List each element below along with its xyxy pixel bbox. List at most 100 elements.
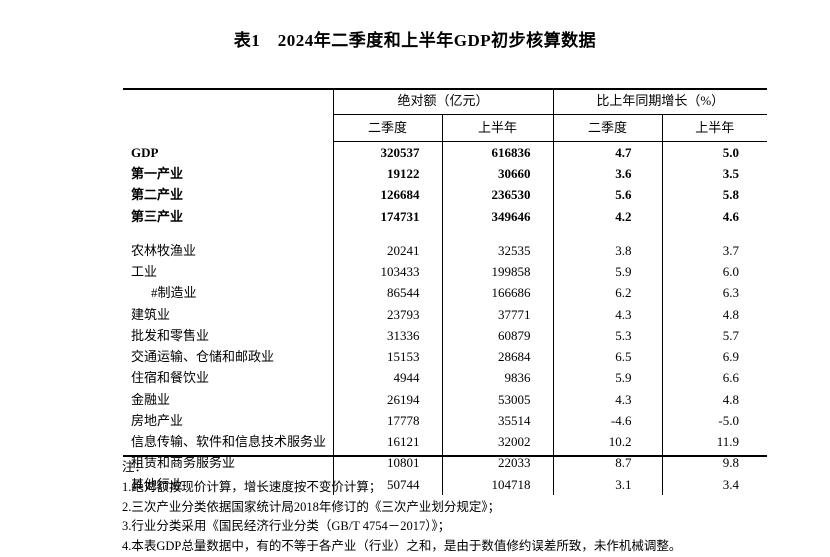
cell-growth-q2: -4.6 bbox=[552, 409, 663, 432]
note-item-2: 2.三次产业分类依据国家统计局2018年修订的《三次产业划分规定》； bbox=[122, 499, 501, 514]
note-item-1: 1.绝对额按现价计算，增长速度按不变价计算； bbox=[122, 479, 382, 494]
row-label: #制造业 bbox=[151, 285, 197, 301]
table-row: 交通运输、仓储和邮政业 15153 28684 6.5 6.9 bbox=[123, 346, 768, 368]
row-label: 批发和零售业 bbox=[131, 327, 210, 343]
table-row: 租赁和商务服务业 10801 22033 8.7 9.8 bbox=[123, 452, 768, 474]
header-growth-q2: 二季度 bbox=[552, 114, 663, 142]
table-row: 金融业 26194 53005 4.3 4.8 bbox=[123, 388, 768, 410]
cell-growth-q2: 4.3 bbox=[552, 388, 663, 410]
cell-absolute-h1: 199858 bbox=[441, 261, 554, 283]
cell-absolute-q2: 174731 bbox=[332, 205, 442, 227]
cell-growth-h1: 4.8 bbox=[661, 388, 768, 410]
row-label: 租赁和商务服务业 bbox=[131, 455, 236, 471]
row-label: 农林牧渔业 bbox=[131, 242, 197, 258]
gdp-table: 绝对额（亿元） 比上年同期增长（%） 二季度 上半年 二季度 上半年 GDP 32… bbox=[123, 88, 768, 495]
cell-absolute-q2: 15153 bbox=[332, 346, 442, 368]
note-item-4: 4.本表GDP总量数据中，有的不等于各产业（行业）之和，是由于数值修约误差所致，… bbox=[122, 539, 682, 553]
cell-absolute-q2: 20241 bbox=[332, 239, 442, 262]
page-title: 表1 2024年二季度和上半年GDP初步核算数据 bbox=[233, 31, 597, 50]
row-label: 第三产业 bbox=[131, 208, 184, 224]
cell-absolute-h1: 35514 bbox=[441, 409, 554, 432]
table-row: 房地产业 17778 35514 -4.6 -5.0 bbox=[123, 409, 768, 432]
cell-growth-q2: 5.6 bbox=[552, 184, 663, 206]
cell-absolute-h1: 60879 bbox=[441, 324, 554, 347]
cell-growth-q2: 3.1 bbox=[552, 473, 663, 495]
table-bottom-rule bbox=[123, 455, 767, 457]
cell-absolute-q2: 50744 bbox=[332, 473, 442, 495]
cell-growth-h1: 5.7 bbox=[661, 324, 768, 347]
cell-absolute-q2: 103433 bbox=[332, 261, 442, 283]
table-body: GDP 320537 616836 4.7 5.0 第一产业 19122 30660 3.6 3.… bbox=[123, 142, 768, 495]
cell-absolute-q2: 26194 bbox=[332, 388, 442, 410]
cell-absolute-q2: 19122 bbox=[332, 163, 442, 185]
cell-growth-q2: 6.5 bbox=[552, 346, 663, 368]
cell-growth-q2: 10.2 bbox=[552, 431, 663, 453]
cell-growth-h1: 4.6 bbox=[661, 205, 768, 227]
notes-heading: 注： bbox=[122, 460, 148, 474]
row-label: 工业 bbox=[131, 264, 158, 280]
cell-absolute-q2: 86544 bbox=[332, 282, 442, 304]
cell-absolute-h1: 616836 bbox=[441, 142, 554, 164]
table-row: 其他行业 50744 104718 3.1 3.4 bbox=[123, 473, 768, 495]
cell-absolute-q2: 17778 bbox=[332, 409, 442, 432]
cell-growth-q2: 5.9 bbox=[552, 367, 663, 389]
table-header-group-row: 绝对额（亿元） 比上年同期增长（%） bbox=[123, 88, 768, 115]
cell-absolute-h1: 104718 bbox=[441, 473, 554, 495]
cell-absolute-q2: 320537 bbox=[332, 142, 442, 164]
cell-absolute-q2: 23793 bbox=[332, 303, 442, 325]
cell-absolute-h1: 32002 bbox=[441, 431, 554, 453]
row-label: 其他行业 bbox=[131, 476, 184, 492]
table-spacer-row bbox=[123, 226, 768, 240]
cell-growth-h1: 6.0 bbox=[661, 261, 768, 283]
cell-growth-h1: 3.5 bbox=[661, 163, 768, 185]
cell-absolute-h1: 30660 bbox=[441, 163, 554, 185]
cell-growth-q2: 5.9 bbox=[552, 261, 663, 283]
note-item-3: 3.行业分类采用《国民经济行业分类（GB/T 4754－2017）》； bbox=[122, 519, 451, 534]
row-label: 第二产业 bbox=[131, 187, 184, 203]
cell-growth-q2: 4.2 bbox=[552, 205, 663, 227]
cell-growth-h1: 6.6 bbox=[661, 367, 768, 389]
header-growth-h1: 上半年 bbox=[661, 114, 768, 142]
cell-absolute-h1: 53005 bbox=[441, 388, 554, 410]
cell-absolute-q2: 31336 bbox=[332, 324, 442, 347]
table-row: 信息传输、软件和信息技术服务业 16121 32002 10.2 11.9 bbox=[123, 431, 768, 453]
cell-absolute-h1: 32535 bbox=[441, 239, 554, 262]
row-label: 交通运输、仓储和邮政业 bbox=[131, 349, 275, 365]
row-label: 第一产业 bbox=[131, 166, 184, 182]
table-row: 住宿和餐饮业 4944 9836 5.9 6.6 bbox=[123, 367, 768, 389]
row-label: 建筑业 bbox=[131, 306, 171, 322]
cell-growth-h1: 4.8 bbox=[661, 303, 768, 325]
table-row: 批发和零售业 31336 60879 5.3 5.7 bbox=[123, 324, 768, 347]
table-notes: 注： 1.绝对额按现价计算，增长速度按不变价计算； 2.三次产业分类依据国家统计… bbox=[122, 458, 822, 557]
table-row: GDP 320537 616836 4.7 5.0 bbox=[123, 142, 768, 164]
cell-growth-h1: 6.9 bbox=[661, 346, 768, 368]
cell-absolute-q2: 16121 bbox=[332, 431, 442, 453]
cell-growth-h1: -5.0 bbox=[661, 409, 768, 432]
cell-growth-q2: 4.3 bbox=[552, 303, 663, 325]
header-abs-q2: 二季度 bbox=[332, 114, 442, 142]
header-abs-h1: 上半年 bbox=[441, 114, 554, 142]
table-row: 第三产业 174731 349646 4.2 4.6 bbox=[123, 205, 768, 227]
cell-growth-q2: 8.7 bbox=[552, 452, 663, 474]
table-row: 工业 103433 199858 5.9 6.0 bbox=[123, 261, 768, 283]
header-group-growth: 比上年同期增长（%） bbox=[552, 88, 768, 115]
cell-absolute-h1: 236530 bbox=[441, 184, 554, 206]
cell-absolute-q2: 126684 bbox=[332, 184, 442, 206]
table-row: 农林牧渔业 20241 32535 3.8 3.7 bbox=[123, 239, 768, 262]
row-label: 住宿和餐饮业 bbox=[131, 370, 210, 386]
cell-absolute-q2: 4944 bbox=[332, 367, 442, 389]
cell-absolute-h1: 166686 bbox=[441, 282, 554, 304]
row-label: GDP bbox=[131, 145, 159, 160]
header-group-absolute: 绝对额（亿元） bbox=[332, 88, 554, 115]
cell-growth-q2: 6.2 bbox=[552, 282, 663, 304]
cell-growth-h1: 6.3 bbox=[661, 282, 768, 304]
table-header: 绝对额（亿元） 比上年同期增长（%） 二季度 上半年 二季度 上半年 bbox=[123, 88, 768, 142]
table-row: #制造业 86544 166686 6.2 6.3 bbox=[123, 282, 768, 304]
cell-growth-h1: 5.8 bbox=[661, 184, 768, 206]
cell-growth-h1: 9.8 bbox=[661, 452, 768, 474]
table-header-sub-row: 二季度 上半年 二季度 上半年 bbox=[123, 114, 768, 142]
cell-absolute-h1: 37771 bbox=[441, 303, 554, 325]
table-row: 第一产业 19122 30660 3.6 3.5 bbox=[123, 163, 768, 185]
cell-growth-q2: 4.7 bbox=[552, 142, 663, 164]
cell-growth-q2: 3.6 bbox=[552, 163, 663, 185]
